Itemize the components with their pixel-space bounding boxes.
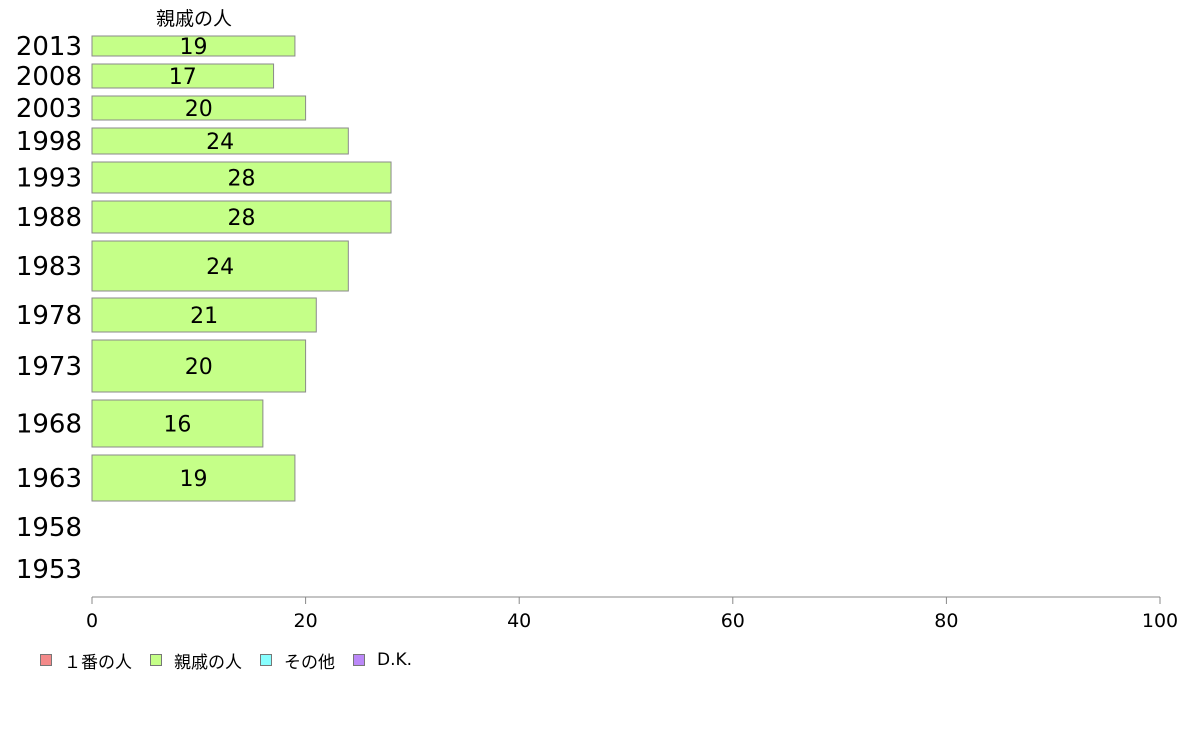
bar-value-label: 16 [163,413,191,438]
bars: 19 17 20 24 28 28 24 21 20 16 19 [91,35,392,502]
bar-value-label: 20 [185,355,213,380]
bar [91,127,349,155]
legend: １番の人 親戚の人 その他 D.K. [40,648,430,673]
year-label: 2013 [16,32,82,62]
x-tick-label: 80 [934,610,958,632]
legend-label: D.K. [377,650,413,670]
bar [91,200,392,234]
year-label: 1968 [16,410,82,440]
x-tick-label: 60 [721,610,745,632]
legend-item: １番の人 [40,648,132,673]
legend-item: D.K. [353,650,412,670]
year-label: 2003 [16,94,82,124]
bar-value-label: 28 [228,167,256,192]
year-label: 1958 [16,513,82,543]
bar [91,95,307,121]
legend-swatch [150,654,162,666]
bar [91,399,264,448]
legend-swatch [260,654,272,666]
legend-item: 親戚の人 [150,648,242,673]
bar-value-label: 28 [228,206,256,231]
legend-swatch [40,654,52,666]
legend-item: その他 [260,648,335,673]
bar-value-label: 19 [179,35,207,60]
year-label: 1988 [16,203,82,233]
bar [91,35,296,57]
bar [91,454,296,502]
bar-value-label: 20 [185,97,213,122]
bar-value-label: 24 [206,255,234,280]
bar-value-label: 21 [190,304,218,329]
year-label: 1953 [16,555,82,585]
legend-label: 親戚の人 [174,652,242,673]
x-tick-label: 0 [86,610,98,632]
bar [91,240,349,292]
year-label: 1983 [16,252,82,282]
year-label: 1993 [16,164,82,194]
year-label: 1963 [16,464,82,494]
bar-value-label: 17 [169,65,197,90]
x-tick-label: 20 [294,610,318,632]
legend-label: その他 [284,652,335,673]
year-label: 1978 [16,301,82,331]
series-header: 親戚の人 [156,8,232,30]
legend-label: １番の人 [64,652,132,673]
x-tick-label: 40 [507,610,531,632]
x-tick-label: 100 [1142,610,1178,632]
bar [91,339,307,393]
bar [91,63,275,89]
x-axis: 0 20 40 60 80 100 [86,596,1178,632]
bar [91,297,317,333]
year-label: 1973 [16,352,82,382]
year-label: 1998 [16,127,82,157]
year-label: 2008 [16,62,82,92]
bar [91,161,392,194]
bar-value-label: 19 [179,467,207,492]
bar-value-label: 24 [206,130,234,155]
legend-swatch [353,654,365,666]
